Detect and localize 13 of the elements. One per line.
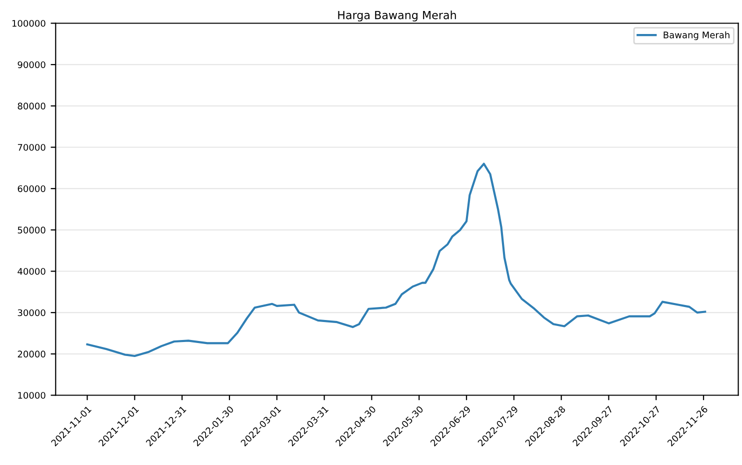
y-tick-label: 80000 bbox=[18, 102, 46, 110]
y-tick-label: 20000 bbox=[18, 350, 46, 358]
y-tick-label: 50000 bbox=[18, 226, 46, 234]
line-series bbox=[86, 162, 706, 358]
legend-label: Bawang Merah bbox=[664, 31, 730, 40]
y-tick-label: 90000 bbox=[18, 61, 46, 68]
chart-title: Harga Bawang Merah bbox=[338, 10, 456, 22]
y-tick-label: 40000 bbox=[18, 268, 46, 275]
y-tick-label: 100000 bbox=[12, 20, 46, 27]
y-tick-label: 30000 bbox=[18, 309, 46, 316]
y-tick-label: 70000 bbox=[18, 144, 46, 151]
y-tick-label: 60000 bbox=[18, 185, 46, 192]
y-tick-label: 10000 bbox=[18, 392, 46, 399]
